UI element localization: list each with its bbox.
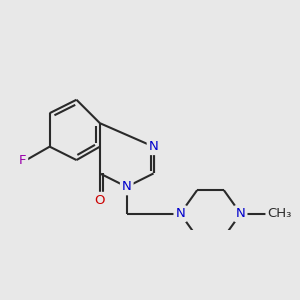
- Text: N: N: [176, 207, 185, 220]
- Text: O: O: [95, 194, 105, 207]
- Text: F: F: [19, 154, 26, 166]
- Text: N: N: [236, 207, 245, 220]
- Text: N: N: [122, 180, 132, 193]
- Text: N: N: [149, 140, 158, 153]
- Text: CH₃: CH₃: [267, 207, 292, 220]
